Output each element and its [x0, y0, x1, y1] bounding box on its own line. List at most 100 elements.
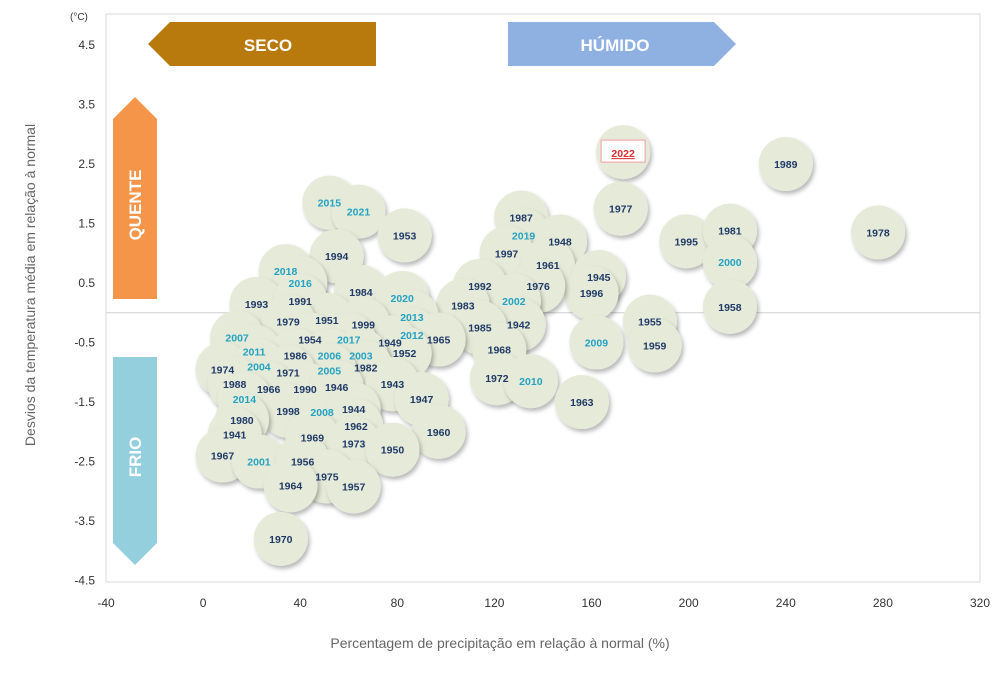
y-tick-label: -0.5 — [74, 336, 95, 350]
y-tick-label: -4.5 — [74, 574, 95, 588]
y-tick-label: 3.5 — [78, 98, 95, 112]
frio-label: FRIO — [126, 437, 145, 478]
year-label-2015: 2015 — [318, 198, 342, 210]
bubble-1978 — [851, 205, 906, 260]
year-label-1984: 1984 — [349, 287, 373, 299]
y-tick-label: -2.5 — [74, 455, 95, 469]
year-label-2002: 2002 — [502, 296, 526, 308]
year-label-2012: 2012 — [400, 330, 424, 342]
year-label-1944: 1944 — [342, 404, 366, 416]
x-tick-label: 160 — [582, 596, 602, 610]
year-label-1988: 1988 — [223, 379, 247, 391]
seco-label: SECO — [244, 36, 292, 55]
year-label-2011: 2011 — [243, 346, 266, 358]
year-label-1972: 1972 — [485, 373, 509, 385]
year-label-1957: 1957 — [342, 481, 366, 493]
year-label-1943: 1943 — [381, 379, 405, 391]
bubble-2010 — [503, 354, 558, 409]
x-tick-labels: -40 0 40 80 120 160 200 240 280 320 — [97, 596, 990, 610]
y-unit-label: (°C) — [70, 12, 88, 23]
year-label-1979: 1979 — [276, 317, 300, 329]
year-label-1996: 1996 — [580, 288, 604, 300]
x-tick-label: 240 — [776, 596, 796, 610]
year-label-1946: 1946 — [325, 382, 349, 394]
quadrant-arrows: SECO HÚMIDO QUENTE FRIO — [113, 22, 736, 565]
x-tick-label: -40 — [97, 596, 115, 610]
x-tick-label: 40 — [294, 596, 308, 610]
year-label-1954: 1954 — [298, 335, 322, 347]
bubble-1995 — [659, 214, 714, 269]
year-label-1975: 1975 — [315, 471, 339, 483]
year-label-1958: 1958 — [718, 302, 742, 314]
year-label-1945: 1945 — [587, 272, 611, 284]
year-label-1998: 1998 — [276, 406, 300, 418]
bubble-1958 — [702, 279, 757, 334]
year-label-2004: 2004 — [247, 361, 271, 373]
year-label-1951: 1951 — [315, 315, 339, 327]
year-label-2009: 2009 — [585, 338, 609, 350]
bubble-1953 — [377, 208, 432, 263]
year-label-2019: 2019 — [512, 230, 536, 242]
year-label-1993: 1993 — [245, 299, 269, 311]
year-label-1968: 1968 — [488, 345, 512, 357]
year-label-2000: 2000 — [718, 257, 742, 269]
year-label-2008: 2008 — [310, 407, 334, 419]
x-tick-label: 80 — [391, 596, 405, 610]
x-tick-label: 200 — [679, 596, 699, 610]
year-label-1981: 1981 — [718, 226, 742, 238]
quente-label: QUENTE — [126, 170, 145, 241]
year-label-1997: 1997 — [495, 248, 519, 260]
year-label-1999: 1999 — [352, 320, 376, 332]
x-tick-label: 320 — [970, 596, 990, 610]
bubble-1950 — [365, 422, 420, 477]
year-label-1980: 1980 — [230, 415, 254, 427]
seco-arrow — [148, 22, 376, 66]
year-label-1962: 1962 — [344, 421, 368, 433]
x-tick-label: 280 — [873, 596, 893, 610]
year-label-2022: 2022 — [611, 148, 635, 160]
bubble-1959 — [627, 318, 682, 373]
frio-arrow — [113, 357, 157, 565]
year-label-2014: 2014 — [233, 394, 257, 406]
year-label-1970: 1970 — [269, 534, 293, 546]
year-label-1948: 1948 — [548, 236, 572, 248]
bubble-1989 — [758, 137, 813, 191]
y-tick-label: 0.5 — [78, 276, 95, 290]
year-label-2007: 2007 — [225, 333, 249, 345]
year-label-1947: 1947 — [410, 394, 434, 406]
bubble-1970 — [253, 511, 308, 566]
year-label-1966: 1966 — [257, 384, 281, 396]
bubble-2009 — [569, 315, 624, 370]
year-label-1965: 1965 — [427, 335, 451, 347]
year-label-1986: 1986 — [284, 351, 308, 363]
year-label-1949: 1949 — [378, 338, 402, 350]
year-label-2021: 2021 — [347, 207, 371, 219]
year-label-1941: 1941 — [223, 430, 247, 442]
year-label-1955: 1955 — [638, 317, 662, 329]
bubble-1977 — [593, 181, 648, 236]
year-label-1992: 1992 — [468, 281, 492, 293]
y-axis-title: Desvios da temperatura média em relação … — [22, 124, 38, 446]
year-label-2016: 2016 — [289, 278, 313, 290]
year-label-2018: 2018 — [274, 266, 298, 278]
x-tick-label: 120 — [484, 596, 504, 610]
year-label-1987: 1987 — [509, 213, 533, 225]
year-label-1950: 1950 — [381, 445, 405, 457]
year-label-1985: 1985 — [468, 323, 492, 335]
y-tick-label: 4.5 — [78, 38, 95, 52]
bubble-2021 — [331, 184, 386, 239]
x-axis-title: Percentagem de precipitação em relação à… — [330, 635, 669, 651]
bubble-1964 — [263, 458, 318, 513]
year-label-2005: 2005 — [318, 365, 342, 377]
year-label-1973: 1973 — [342, 439, 366, 451]
quente-arrow — [113, 97, 157, 299]
year-label-1978: 1978 — [866, 227, 890, 239]
year-label-1971: 1971 — [276, 367, 300, 379]
year-label-1956: 1956 — [291, 457, 315, 469]
bubble-1996 — [564, 266, 619, 321]
year-label-1960: 1960 — [427, 427, 451, 439]
year-label-1964: 1964 — [279, 480, 303, 492]
highlight-year-box — [600, 139, 646, 163]
year-label-1983: 1983 — [451, 301, 475, 313]
